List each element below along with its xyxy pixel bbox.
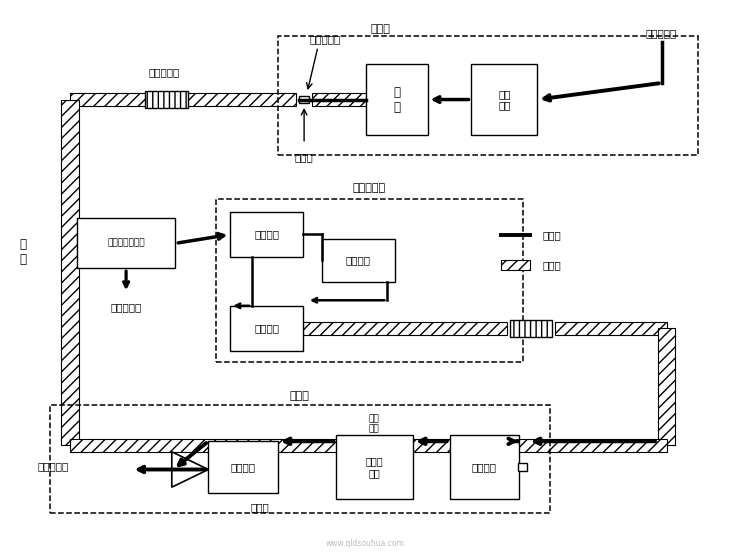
Text: 电路均衡: 电路均衡 <box>346 255 371 265</box>
Polygon shape <box>555 322 667 335</box>
Bar <box>230 212 303 257</box>
Text: 光
源: 光 源 <box>393 86 400 113</box>
Text: 连接器: 连接器 <box>295 153 314 163</box>
Text: 光纤耦合盒: 光纤耦合盒 <box>149 67 180 77</box>
Text: 电信号输出: 电信号输出 <box>37 461 68 471</box>
Text: 程控管理备: 程控管理备 <box>110 302 141 312</box>
Bar <box>77 218 175 268</box>
Bar <box>216 199 523 362</box>
Text: 接收端: 接收端 <box>289 392 310 401</box>
Text: 光纤复合分束器: 光纤复合分束器 <box>107 239 145 248</box>
Text: 驱动
电路: 驱动 电路 <box>498 88 511 111</box>
Text: 光放大器: 光放大器 <box>471 462 497 472</box>
Polygon shape <box>70 93 296 106</box>
Text: 光频
识别: 光频 识别 <box>369 414 379 434</box>
Bar <box>510 320 552 337</box>
Text: 光检测器: 光检测器 <box>254 229 279 239</box>
Bar <box>450 435 519 499</box>
Text: 信号判决: 信号判决 <box>230 462 256 472</box>
Polygon shape <box>77 237 79 250</box>
Bar <box>50 405 550 513</box>
Polygon shape <box>312 93 366 106</box>
Polygon shape <box>172 452 208 487</box>
Text: 发送端: 发送端 <box>370 24 390 34</box>
Polygon shape <box>658 328 675 445</box>
Text: 光解复
用器: 光解复 用器 <box>366 456 384 478</box>
Bar <box>336 435 413 499</box>
Bar <box>471 64 537 135</box>
Text: 电信号输入: 电信号输入 <box>646 28 677 38</box>
Polygon shape <box>501 260 530 270</box>
Polygon shape <box>70 439 667 452</box>
Text: 放大器: 放大器 <box>250 503 269 513</box>
Text: 光信号: 光信号 <box>542 260 561 270</box>
Bar <box>278 36 698 155</box>
Bar <box>230 306 303 351</box>
Bar <box>322 239 395 282</box>
Text: 光发送器: 光发送器 <box>254 324 279 333</box>
Bar <box>518 463 528 471</box>
Text: 电信号: 电信号 <box>542 230 561 240</box>
Text: 光
纤: 光 纤 <box>20 238 27 265</box>
Bar <box>299 96 309 103</box>
Bar <box>366 64 428 135</box>
Polygon shape <box>61 100 79 445</box>
Bar <box>145 91 188 108</box>
Polygon shape <box>303 322 507 335</box>
Text: 再生中继器: 再生中继器 <box>352 183 386 193</box>
Bar <box>208 441 278 493</box>
Text: www.qldsouhua.com: www.qldsouhua.com <box>326 539 405 547</box>
Text: 光纤调制器: 光纤调制器 <box>310 34 341 44</box>
